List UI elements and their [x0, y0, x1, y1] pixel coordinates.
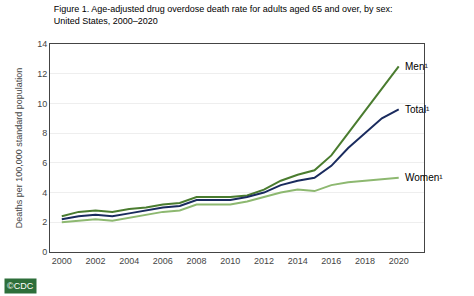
svg-text:2004: 2004 [119, 256, 139, 266]
svg-text:2: 2 [42, 217, 47, 227]
svg-text:2020: 2020 [389, 256, 409, 266]
svg-text:2018: 2018 [355, 256, 375, 266]
svg-text:Women¹: Women¹ [405, 172, 443, 183]
svg-text:14: 14 [37, 39, 47, 49]
svg-text:Figure 1. Age-adjusted drug ov: Figure 1. Age-adjusted drug overdose dea… [54, 4, 393, 26]
svg-text:10: 10 [37, 99, 47, 109]
svg-text:6: 6 [42, 158, 47, 168]
svg-text:2006: 2006 [153, 256, 173, 266]
svg-text:2010: 2010 [220, 256, 240, 266]
svg-text:©CDC: ©CDC [7, 281, 34, 291]
svg-text:0: 0 [42, 247, 47, 257]
svg-text:8: 8 [42, 128, 47, 138]
svg-text:12: 12 [37, 69, 47, 79]
svg-text:2000: 2000 [52, 256, 72, 266]
svg-text:Deaths per 100,000 standard po: Deaths per 100,000 standard population [14, 68, 24, 229]
svg-text:2016: 2016 [321, 256, 341, 266]
svg-text:4: 4 [42, 188, 47, 198]
svg-text:2014: 2014 [288, 256, 308, 266]
svg-text:2002: 2002 [85, 256, 105, 266]
svg-text:Men¹: Men¹ [405, 61, 428, 72]
svg-text:2012: 2012 [254, 256, 274, 266]
svg-text:2008: 2008 [187, 256, 207, 266]
svg-text:Total¹: Total¹ [405, 104, 430, 115]
